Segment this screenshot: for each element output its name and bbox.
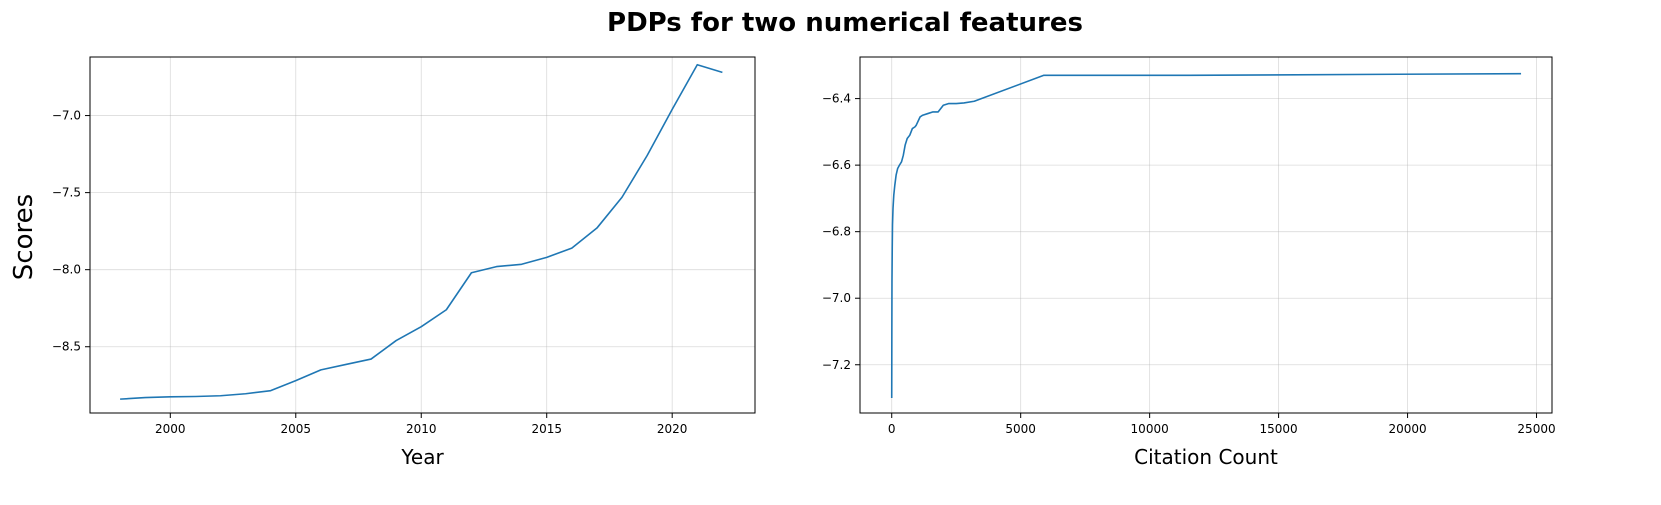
citation-pdp-panel: 0 5000 10000 15000 20000 25000 −7.2 −7.0 −6.8 −6… [822,56,1556,469]
figure-title: PDPs for two numerical features [607,8,1083,38]
year-pdp-line [120,63,723,400]
citation-x-tick-label: 10000 [1131,422,1169,436]
citation-pdp-line [890,72,1522,399]
year-x-tick-label: 2000 [155,422,186,436]
citation-y-tick-label: −6.8 [822,225,851,239]
year-y-tick-label: −8.5 [52,340,81,354]
citation-y-tick-label: −7.2 [822,358,851,372]
citation-x-tick-label: 0 [888,422,896,436]
citation-plot-frame [859,56,1553,414]
year-pdp-panel: 2000 2005 2010 2015 2020 −8.5 −8.0 −7.5 −7.0 Ye… [52,56,756,469]
figure-y-label: Scores [9,194,39,280]
citation-x-tick-label: 25000 [1517,422,1555,436]
citation-y-tick-label: −7.0 [822,291,851,305]
year-x-tick-label: 2015 [531,422,562,436]
year-y-tick-label: −7.5 [52,186,81,200]
citation-x-tick-label: 5000 [1005,422,1036,436]
year-x-tick-label: 2005 [281,422,312,436]
citation-y-tick-label: −6.4 [822,92,851,106]
citation-x-tick-label: 15000 [1260,422,1298,436]
year-x-tick-label: 2010 [406,422,437,436]
year-y-tick-label: −7.0 [52,109,81,123]
citation-x-axis-label: Citation Count [1134,445,1278,469]
year-plot-frame [89,56,756,414]
year-y-tick-label: −8.0 [52,263,81,277]
year-x-axis-label: Year [400,445,444,469]
citation-y-tick-label: −6.6 [822,158,851,172]
citation-x-tick-label: 20000 [1388,422,1426,436]
year-x-tick-label: 2020 [657,422,688,436]
